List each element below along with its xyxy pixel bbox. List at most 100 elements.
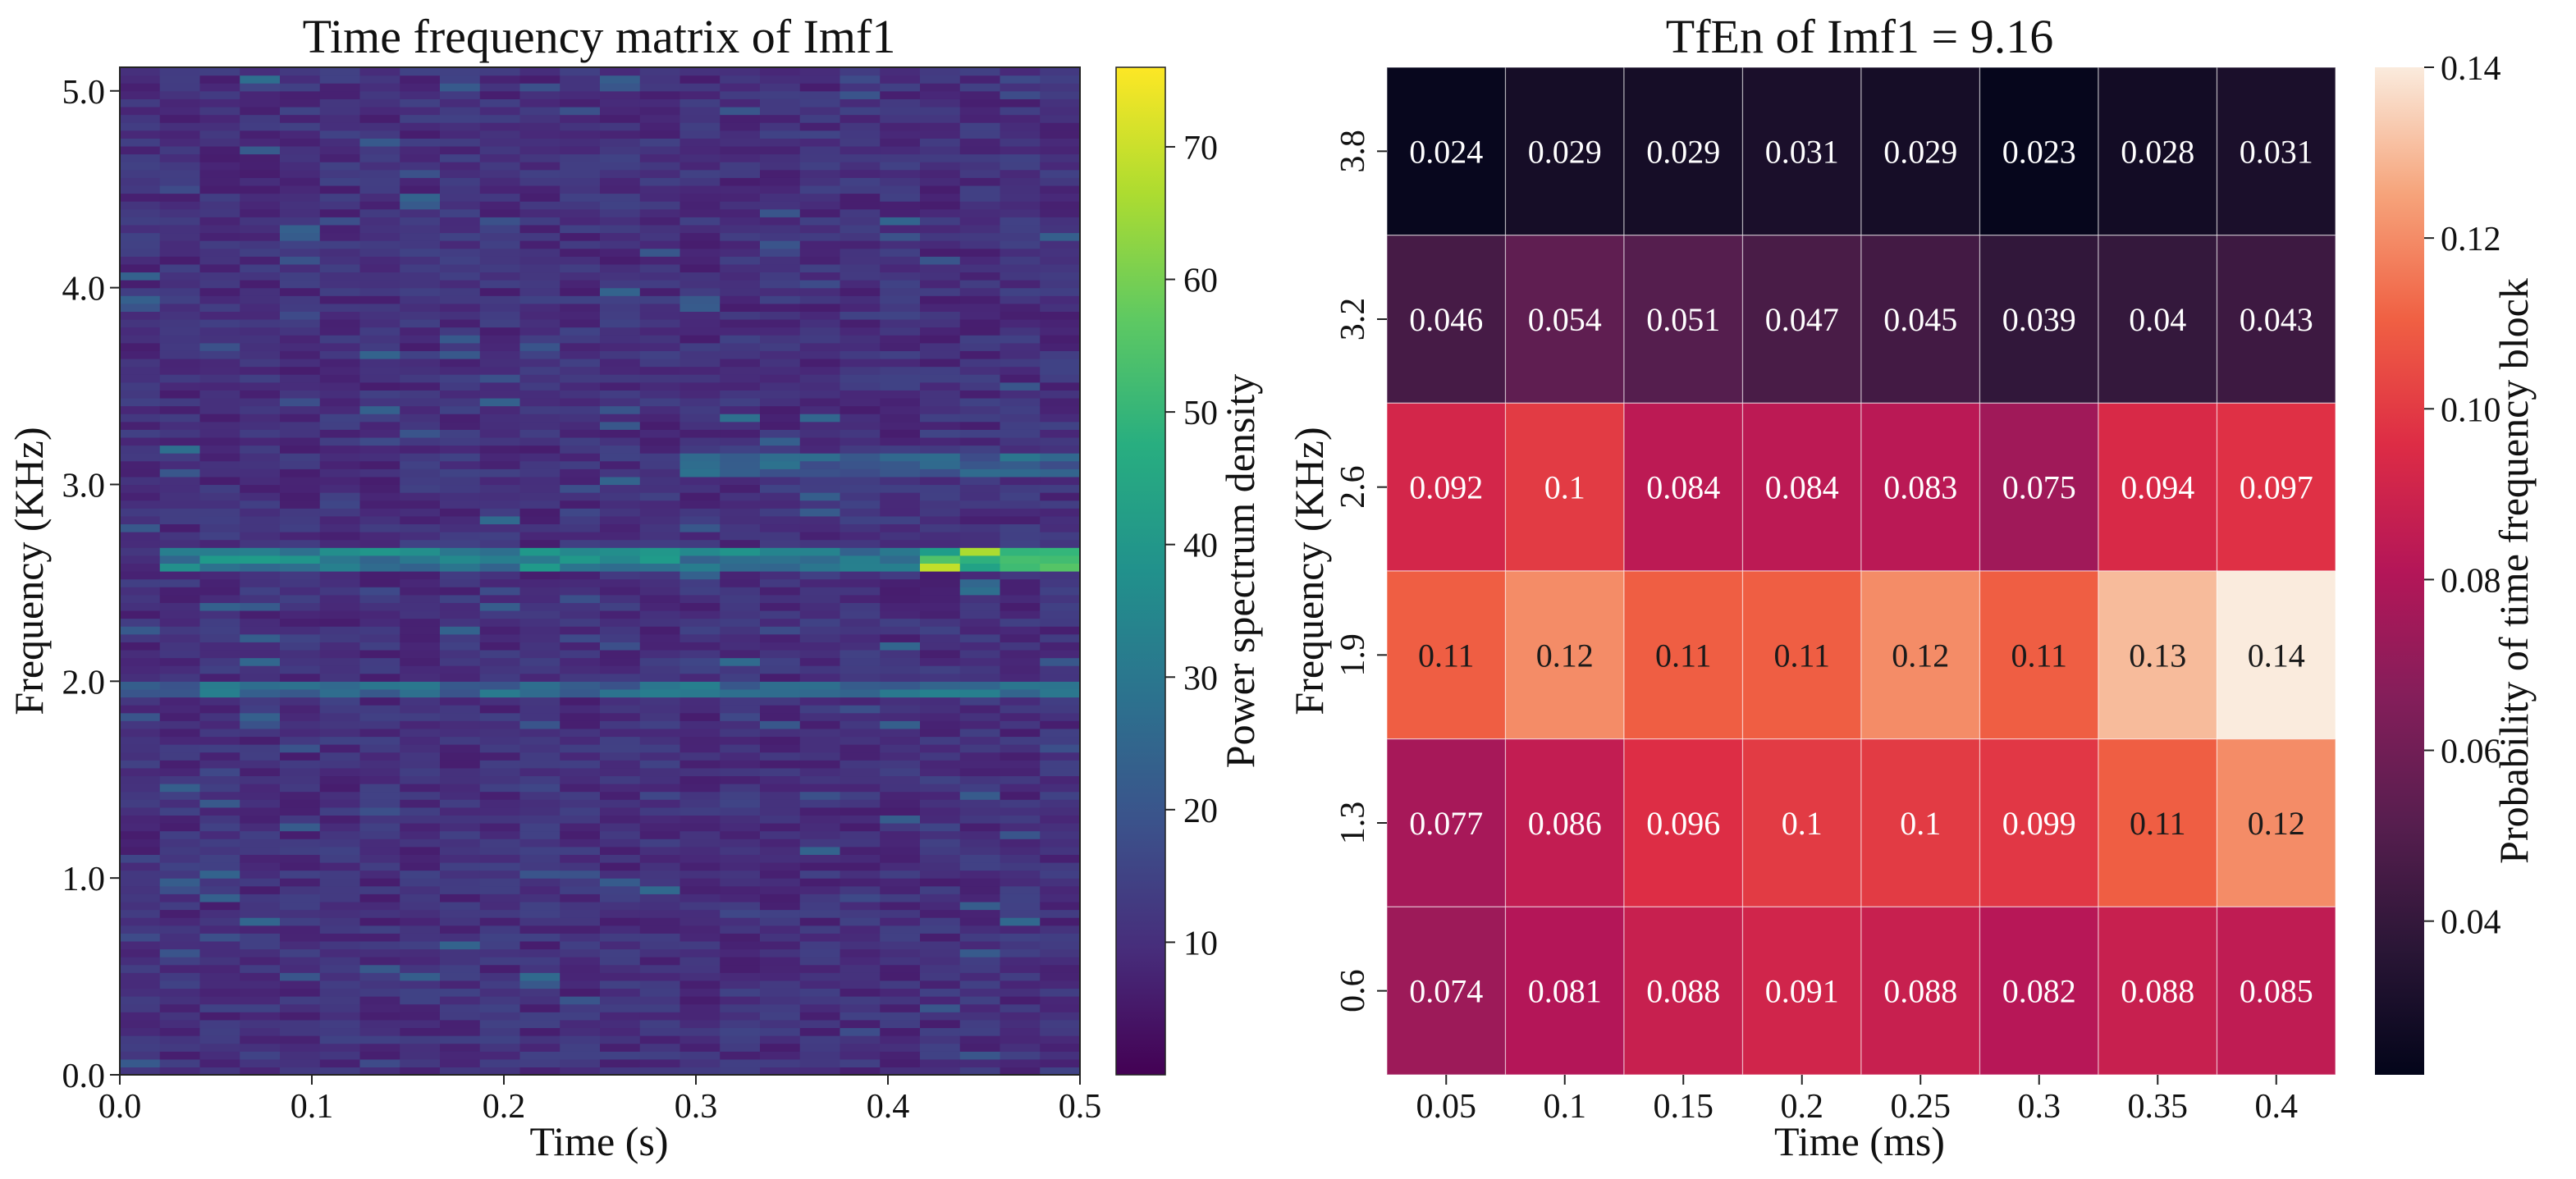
spectrogram-cell [440,791,481,800]
spectrogram-cell [840,405,881,414]
spectrogram-cell [440,405,481,414]
spectrogram-cell [120,342,161,351]
spectrogram-cell [120,752,161,761]
spectrogram-cell [760,854,801,863]
spectrogram-cell [280,303,321,312]
spectrogram-cell [560,909,601,918]
spectrogram-cell [280,476,321,486]
spectrogram-cell [400,885,441,894]
spectrogram-cell [199,633,240,642]
spectrogram-cell [440,240,481,249]
spectrogram-cell [280,791,321,800]
spectrogram-cell [519,508,560,517]
spectrogram-cell [159,571,201,580]
spectrogram-cell [920,846,961,855]
spectrogram-cell [440,1051,481,1060]
tfen-cell [2098,402,2218,572]
spectrogram-cell [920,201,961,210]
spectrogram-cell [560,784,601,793]
spectrogram-cell [479,712,521,721]
spectrogram-cell [440,390,481,399]
spectrogram-cell [159,162,201,171]
spectrogram-cell [840,1035,881,1044]
spectrogram-cell [959,996,1001,1005]
spectrogram-cell [1000,665,1041,674]
spectrogram-cell [639,673,681,682]
spectrogram-cell [600,256,641,265]
spectrogram-cell [1040,594,1081,603]
spectrogram-cell [720,775,761,784]
spectrogram-cell [639,153,681,162]
spectrogram-cell [679,909,721,918]
spectrogram-cell [400,436,441,446]
spectrogram-cell [920,839,961,848]
spectrogram-cell [400,587,441,596]
spectrogram-cell [799,571,841,580]
spectrogram-cell [920,1058,961,1067]
spectrogram-cell [799,256,841,265]
spectrogram-cell [1000,98,1041,107]
spectrogram-cell [479,374,521,383]
spectrogram-cell [920,145,961,155]
spectrogram-cell [400,767,441,777]
spectrogram-cell [560,374,601,383]
spectrogram-cell [639,839,681,848]
tfen-cell-value: 0.096 [1646,805,1720,842]
spectrogram-cell [799,791,841,800]
spectrogram-cell [120,791,161,800]
spectrogram-cell [840,901,881,911]
spectrogram-cell [120,1035,161,1044]
spectrogram-cell [560,523,601,532]
spectrogram-cell [799,539,841,548]
spectrogram-cell [760,1058,801,1067]
spectrogram-cell [519,208,560,217]
spectrogram-cell [600,366,641,375]
spectrogram-cell [280,311,321,320]
spectrogram-cell [959,649,1001,659]
spectrogram-cell [1040,436,1081,446]
spectrogram-cell [1040,681,1081,690]
spectrogram-cell [440,649,481,659]
spectrogram-cell [519,453,560,462]
spectrogram-cell [280,1003,321,1012]
spectrogram-cell [959,382,1001,391]
spectrogram-cell [1000,342,1041,351]
spectrogram-cell [959,972,1001,981]
spectrogram-cell [1000,287,1041,296]
spectrogram-cell [639,720,681,729]
spectrogram-cell [1040,720,1081,729]
spectrogram-cell [600,870,641,879]
spectrogram-cell [280,854,321,863]
spectrogram-cell [319,830,361,839]
spectrogram-cell [319,988,361,997]
spectrogram-cell [199,870,240,879]
spectrogram-cell [799,90,841,99]
spectrogram-cell [799,885,841,894]
spectrogram-cell [679,571,721,580]
spectrogram-cell [240,571,281,580]
spectrogram-cell [959,736,1001,745]
spectrogram-cell [639,861,681,871]
spectrogram-cell [1000,948,1041,957]
spectrogram-cell [959,414,1001,423]
spectrogram-cell [720,649,761,659]
spectrogram-cell [959,712,1001,721]
spectrogram-cell [639,98,681,107]
spectrogram-cell [120,382,161,391]
spectrogram-cell [159,775,201,784]
spectrogram-cell [1000,626,1041,635]
spectrogram-cell [880,571,921,580]
spectrogram-cell [319,901,361,911]
spectrogram-cell [440,1058,481,1067]
spectrogram-cell [560,587,601,596]
spectrogram-cell [679,492,721,501]
spectrogram-cell [560,476,601,486]
spectrogram-cell [880,405,921,414]
spectrogram-cell [959,1027,1001,1036]
spectrogram-cell [760,933,801,942]
spectrogram-cell [639,940,681,950]
spectrogram-cell [600,295,641,304]
spectrogram-cell [519,917,560,926]
spectrogram-cell [240,201,281,210]
spectrogram-cell [120,547,161,556]
